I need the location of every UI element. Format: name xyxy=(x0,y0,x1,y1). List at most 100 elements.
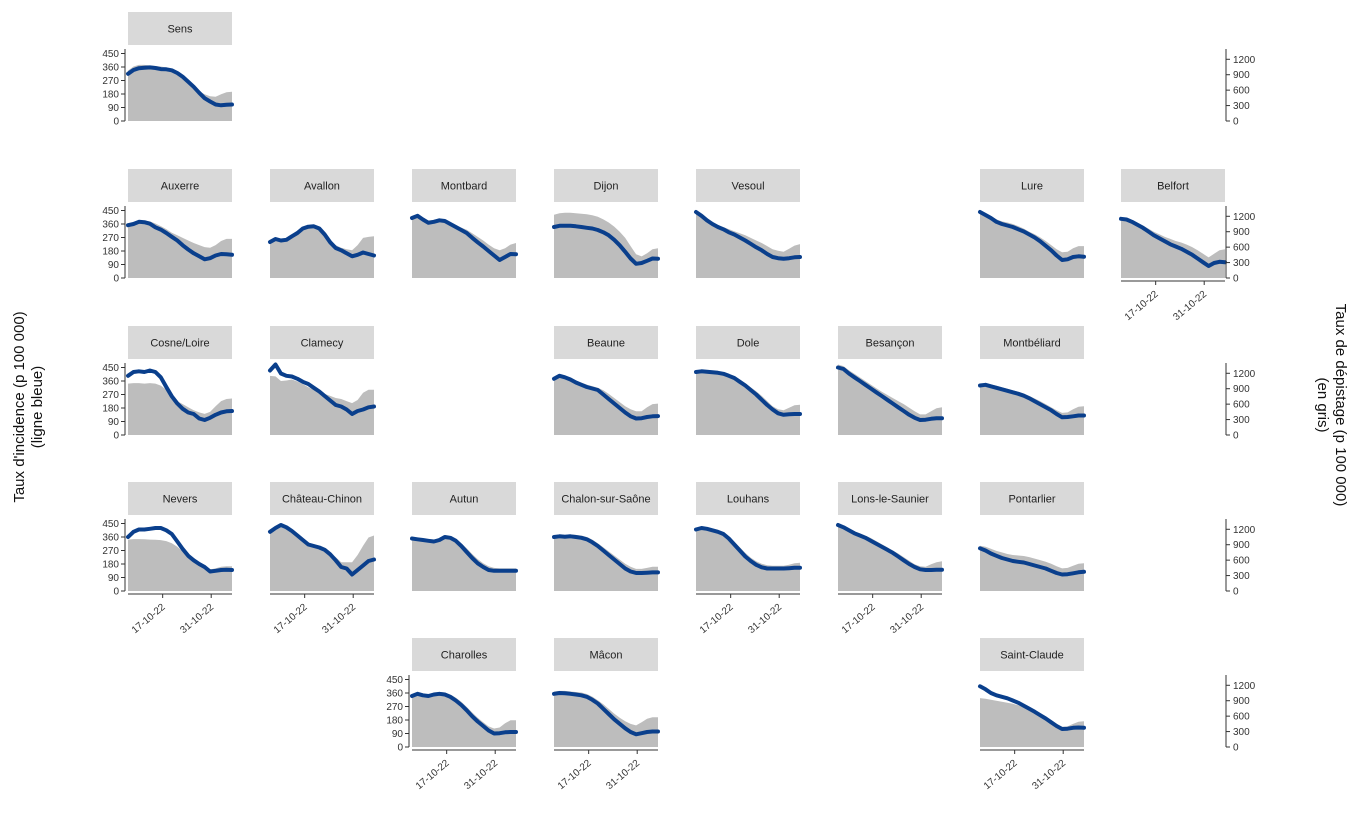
strip-label-dijon: Dijon xyxy=(593,181,618,193)
x-tick-label-0: 17-10-22 xyxy=(840,602,878,636)
left-tick-label-270: 270 xyxy=(102,76,119,87)
screening-area-charolles xyxy=(412,692,516,747)
left-axis-title: Taux d'incidence (p 100 000) xyxy=(11,311,28,502)
x-tick-label-0: 17-10-22 xyxy=(272,602,310,636)
strip-label-beaune: Beaune xyxy=(587,338,625,350)
strip-label-vesoul: Vesoul xyxy=(731,181,764,193)
strip-label-chalon-sur-saone: Chalon-sur-Saône xyxy=(561,494,650,506)
left-tick-label-270: 270 xyxy=(102,233,119,244)
x-tick-label-0: 17-10-22 xyxy=(1123,289,1161,323)
panel-saint-claude: Saint-Claude xyxy=(978,638,1086,747)
bottom-axis-col-1: 17-10-22 31-10-22 xyxy=(270,593,374,636)
incidence-line-pontarlier xyxy=(978,546,1086,577)
x-tick-label-1: 31-10-22 xyxy=(178,602,216,636)
panel-louhans: Louhans xyxy=(694,482,802,591)
left-tick-label-90: 90 xyxy=(108,417,120,428)
strip-label-dole: Dole xyxy=(737,338,760,350)
right-tick-label-0: 0 xyxy=(1233,274,1239,285)
screening-area-clamecy xyxy=(270,375,374,435)
panel-sens: Sens xyxy=(126,12,234,121)
screening-area-sens xyxy=(128,64,232,121)
incidence-line-cosne-loire xyxy=(126,368,234,422)
panel-lure: Lure xyxy=(978,169,1086,278)
strip-label-besancon: Besançon xyxy=(866,338,915,350)
strip-label-autun: Autun xyxy=(450,494,479,506)
incidence-line-montbard xyxy=(410,213,518,262)
incidence-line-dole xyxy=(694,369,802,417)
right-axis-title: Taux de dépistage (p 100 000) xyxy=(1332,304,1349,507)
screening-area-montbard xyxy=(412,215,516,278)
right-axis-row-1: 0 300 600 900 1200 xyxy=(1225,206,1256,285)
screening-area-pontarlier xyxy=(980,545,1084,591)
incidence-line-lure xyxy=(978,210,1086,262)
left-tick-label-450: 450 xyxy=(102,363,119,374)
incidence-line-nevers xyxy=(126,526,234,574)
left-tick-label-270: 270 xyxy=(386,702,403,713)
panel-chalon-sur-saone: Chalon-sur-Saône xyxy=(552,482,660,591)
incidence-line-montbeliard xyxy=(978,382,1086,420)
screening-area-cosne-loire xyxy=(128,383,232,435)
x-tick-label-1: 31-10-22 xyxy=(746,602,784,636)
left-axis-row-0: 0 90 180 270 360 450 xyxy=(102,49,126,128)
right-tick-label-300: 300 xyxy=(1233,727,1250,738)
left-tick-label-0: 0 xyxy=(113,431,119,442)
right-tick-label-600: 600 xyxy=(1233,243,1250,254)
right-axis-row-3: 0 300 600 900 1200 xyxy=(1225,519,1256,598)
screening-area-saint-claude xyxy=(980,698,1084,747)
strip-dijon xyxy=(554,169,658,202)
left-tick-label-360: 360 xyxy=(102,533,119,544)
strip-label-auxerre: Auxerre xyxy=(161,181,200,193)
right-tick-label-600: 600 xyxy=(1233,712,1250,723)
screening-area-lure xyxy=(980,211,1084,278)
strip-label-macon: Mâcon xyxy=(589,650,622,662)
incidence-line-clamecy xyxy=(268,362,376,416)
screening-area-lons-le-saunier xyxy=(838,524,942,591)
strip-montbard xyxy=(412,169,516,202)
strip-montbeliard xyxy=(980,326,1084,359)
incidence-line-louhans xyxy=(694,526,802,571)
strip-label-pontarlier: Pontarlier xyxy=(1008,494,1055,506)
left-tick-label-360: 360 xyxy=(102,220,119,231)
right-tick-label-300: 300 xyxy=(1233,571,1250,582)
left-tick-label-450: 450 xyxy=(102,519,119,530)
incidence-line-lons-le-saunier xyxy=(836,523,944,572)
strip-pontarlier xyxy=(980,482,1084,515)
panel-macon: Mâcon xyxy=(552,638,660,747)
bottom-axis-col-5: 17-10-22 31-10-22 xyxy=(838,593,942,636)
right-tick-label-900: 900 xyxy=(1233,227,1250,238)
panel-belfort: Belfort xyxy=(1119,169,1227,278)
strip-label-lons-le-saunier: Lons-le-Saunier xyxy=(851,494,929,506)
left-tick-label-90: 90 xyxy=(108,573,120,584)
left-tick-label-90: 90 xyxy=(392,729,404,740)
strip-lons-le-saunier xyxy=(838,482,942,515)
x-tick-label-0: 17-10-22 xyxy=(130,602,168,636)
right-axis-row-2: 0 300 600 900 1200 xyxy=(1225,363,1256,442)
right-tick-label-1200: 1200 xyxy=(1233,212,1256,223)
x-tick-label-0: 17-10-22 xyxy=(556,758,594,792)
left-axis-row-3: 0 90 180 270 360 450 xyxy=(102,519,126,598)
right-tick-label-0: 0 xyxy=(1233,431,1239,442)
x-tick-label-1: 31-10-22 xyxy=(320,602,358,636)
strip-label-cosne-loire: Cosne/Loire xyxy=(150,338,209,350)
right-tick-label-900: 900 xyxy=(1233,70,1250,81)
right-tick-label-300: 300 xyxy=(1233,415,1250,426)
right-tick-label-300: 300 xyxy=(1233,258,1250,269)
incidence-line-besancon xyxy=(836,365,944,422)
strip-label-clamecy: Clamecy xyxy=(301,338,344,350)
panel-nevers: Nevers xyxy=(126,482,234,591)
panel-dole: Dole xyxy=(694,326,802,435)
left-tick-label-360: 360 xyxy=(102,63,119,74)
left-tick-label-180: 180 xyxy=(102,404,119,415)
strip-belfort xyxy=(1121,169,1225,202)
bottom-axis-col-0: 17-10-22 31-10-22 xyxy=(128,593,232,636)
strip-autun xyxy=(412,482,516,515)
x-tick-label-1: 31-10-22 xyxy=(888,602,926,636)
panels-group: Sens Auxerre Avallon Montbard Dijon Vesoul Lur… xyxy=(126,12,1227,747)
strip-sens xyxy=(128,12,232,45)
incidence-line-saint-claude xyxy=(978,684,1086,731)
strip-label-charolles: Charolles xyxy=(441,650,488,662)
strip-label-nevers: Nevers xyxy=(163,494,198,506)
right-tick-label-1200: 1200 xyxy=(1233,55,1256,66)
x-tick-label-1: 31-10-22 xyxy=(1171,289,1209,323)
